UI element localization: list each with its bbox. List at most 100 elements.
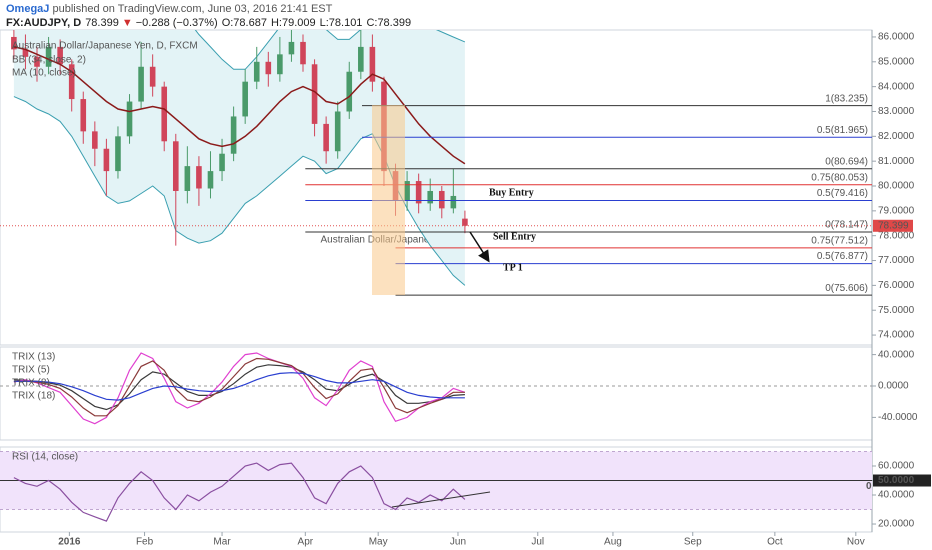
y-tick-label: -40.0000 <box>878 412 918 423</box>
x-tick-label: Sep <box>684 537 702 548</box>
main-plot: AUDJPY, DAustralian Dollar/Japanese Yen1… <box>0 30 872 296</box>
symbol-line: FX:AUDJPY, D 78.399 ▼ −0.288 (−0.37%) O:78.6… <box>6 17 411 29</box>
legend-entry: TRIX (18) <box>12 391 55 402</box>
y-tick-label: 86.0000 <box>878 32 915 43</box>
fib-label: 0.5(79.416) <box>817 188 868 199</box>
candle-body <box>242 81 248 117</box>
indicator-line <box>13 357 465 417</box>
arrow: ▼ <box>122 17 133 29</box>
annotation: Buy Entry <box>489 187 534 198</box>
x-tick-label: 2016 <box>58 537 81 548</box>
candle-body <box>427 190 434 204</box>
fib-label: 0.75(80.053) <box>811 172 868 183</box>
candle-body <box>207 171 214 189</box>
high: H:79.009 <box>271 17 316 29</box>
candle-body <box>346 71 353 112</box>
candle-body <box>438 190 445 209</box>
header-line: OmegaJ published on TradingView.com, Jun… <box>6 3 333 15</box>
x-tick-label: Mar <box>213 537 231 548</box>
x-tick-label: Jun <box>450 537 466 548</box>
y-tick-label: 50.0000 <box>878 475 915 486</box>
fib-label: 0.5(76.877) <box>817 251 868 262</box>
pane-title: Australian Dollar/Japanese Yen, D, FXCM <box>12 41 198 52</box>
candle-body <box>196 166 202 189</box>
candle-body <box>92 131 98 149</box>
x-tick-label: Nov <box>847 537 865 548</box>
y-tick-label: 82.0000 <box>878 131 915 142</box>
candle-body <box>45 46 52 67</box>
y-tick-label: 83.0000 <box>878 106 915 117</box>
candle-body <box>369 46 376 82</box>
candle-body <box>253 61 260 82</box>
y-tick-label: 40.0000 <box>878 349 915 360</box>
candle-body <box>277 54 283 75</box>
candle-body <box>415 181 422 204</box>
open: O:78.687 <box>222 17 267 29</box>
y-tick-label: 74.0000 <box>878 330 915 341</box>
indicator-line <box>13 364 465 411</box>
candle-body <box>11 36 17 50</box>
low: L:78.101 <box>320 17 363 29</box>
candle-body <box>115 136 121 172</box>
candle-body <box>103 148 110 172</box>
legend-entry: RSI (14, close) <box>12 452 78 463</box>
candle-body <box>34 56 40 67</box>
tick-highlight <box>873 474 931 487</box>
x-tick-label: Jul <box>531 537 544 548</box>
y-tick-label: 80.0000 <box>878 181 915 192</box>
indicator-line <box>13 352 466 425</box>
candle-body <box>358 46 364 72</box>
x-tick-label: Oct <box>767 537 783 548</box>
band-basis <box>13 46 466 165</box>
fib-label: 1(83.235) <box>825 93 868 104</box>
fib-label: 0(75.606) <box>825 283 868 294</box>
fib-label: 0.5(81.965) <box>817 125 868 136</box>
candle-body <box>138 66 144 102</box>
candle-body <box>126 101 133 137</box>
candle-body <box>334 111 341 152</box>
change: −0.288 (−0.37%) <box>136 17 218 29</box>
close: C:78.399 <box>366 17 411 29</box>
y-tick-label: 60.0000 <box>878 461 915 472</box>
published: published on TradingView.com, June 03, 2… <box>52 3 332 15</box>
author[interactable]: OmegaJ <box>6 3 49 15</box>
candle-body <box>184 166 191 191</box>
y-tick-label: 76.0000 <box>878 280 915 291</box>
y-tick-label: 40.0000 <box>878 490 915 501</box>
x-tick-label: Feb <box>136 537 154 548</box>
y-tick-label: 77.0000 <box>878 255 915 266</box>
candle-body <box>57 46 63 65</box>
legend-entry: TRIX (5) <box>12 365 50 376</box>
candle-body <box>265 61 272 75</box>
legend-entry: TRIX (8) <box>12 378 50 389</box>
fib-label: 0.75(77.512) <box>811 235 868 246</box>
indicator-label: MA (10, close) <box>12 68 76 79</box>
y-tick-label: 78.0000 <box>878 230 915 241</box>
y-tick-label: 20.0000 <box>878 519 915 530</box>
last-price-box <box>873 219 913 232</box>
indicator-line <box>13 372 465 401</box>
x-tick-label: May <box>369 537 388 548</box>
y-tick-label: 79.0000 <box>878 205 915 216</box>
level-marker: 0 <box>866 481 872 492</box>
x-tick-label: Apr <box>298 537 314 548</box>
annotation: TP 1 <box>503 262 523 273</box>
candle-body <box>300 41 306 65</box>
y-tick-label: 85.0000 <box>878 56 915 67</box>
candle-body <box>22 49 29 57</box>
arrow <box>469 231 490 263</box>
candle-body <box>172 141 179 191</box>
candle-body <box>219 153 225 172</box>
candle-body <box>149 66 156 87</box>
candle-body <box>323 123 329 152</box>
indicator-line <box>13 462 466 522</box>
last-price-label: 78.399 <box>878 220 909 231</box>
y-tick-label: 0.0000 <box>878 381 909 392</box>
symbol: FX:AUDJPY, D <box>6 17 81 29</box>
candle-body <box>311 64 318 124</box>
candle-body <box>288 41 295 55</box>
candle-body <box>161 86 168 142</box>
fib-label: 0(78.147) <box>825 220 868 231</box>
annotation: Sell Entry <box>493 231 536 242</box>
